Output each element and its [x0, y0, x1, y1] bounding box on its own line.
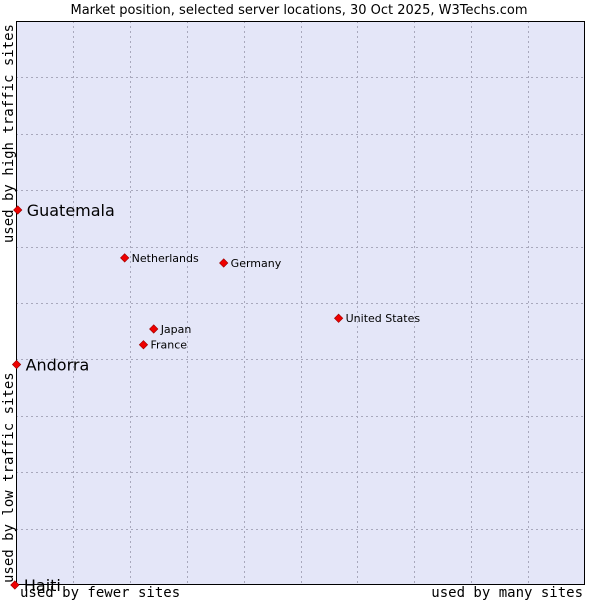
point-united-states	[333, 313, 344, 323]
y-axis-label-top: used by high traffic sites	[1, 24, 17, 243]
label-germany: Germany	[231, 257, 282, 270]
plot-frame	[16, 21, 585, 585]
point-france	[138, 340, 149, 350]
label-united-states: United States	[346, 312, 421, 325]
label-france: France	[150, 339, 187, 352]
grid-lines	[16, 21, 585, 585]
label-guatemala: Guatemala	[27, 201, 115, 220]
plot-area	[16, 21, 585, 585]
x-axis-label-left: used by fewer sites	[20, 585, 180, 600]
label-haiti: Haiti	[24, 576, 61, 595]
point-netherlands	[120, 253, 130, 263]
point-labels: Guatemala Netherlands Germany United States…	[24, 201, 421, 595]
label-japan: Japan	[160, 323, 192, 336]
label-andorra: Andorra	[26, 355, 90, 374]
y-axis-label-bottom: used by low traffic sites	[1, 372, 17, 583]
x-axis-label-right: used by many sites	[431, 585, 583, 600]
data-points	[10, 205, 344, 590]
chart-title: Market position, selected server locatio…	[70, 3, 527, 18]
point-guatemala	[13, 205, 23, 215]
point-haiti	[10, 580, 20, 590]
point-japan	[149, 324, 159, 334]
point-andorra	[11, 359, 22, 370]
label-netherlands: Netherlands	[132, 252, 199, 265]
point-germany	[219, 258, 229, 268]
